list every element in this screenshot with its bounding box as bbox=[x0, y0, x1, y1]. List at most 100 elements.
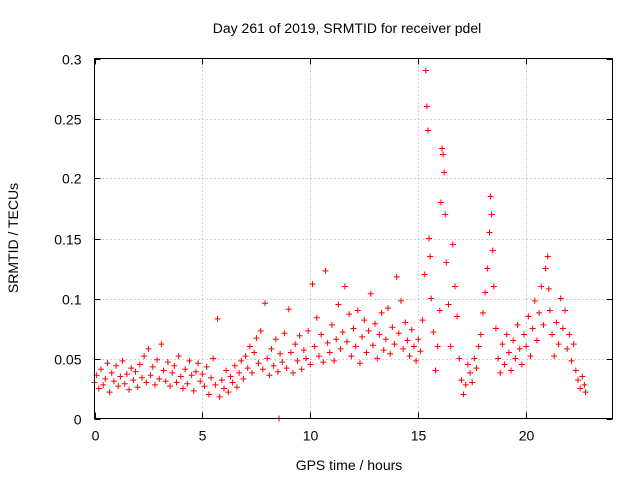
data-point bbox=[430, 329, 437, 336]
data-point bbox=[177, 373, 184, 380]
data-point bbox=[475, 343, 482, 350]
data-point bbox=[352, 343, 359, 350]
data-point bbox=[231, 362, 238, 369]
data-point bbox=[378, 309, 385, 316]
data-point bbox=[437, 199, 444, 206]
data-point bbox=[113, 362, 120, 369]
data-point bbox=[190, 387, 197, 394]
data-point bbox=[562, 307, 569, 314]
data-point bbox=[413, 357, 420, 364]
data-point bbox=[449, 241, 456, 248]
data-point bbox=[151, 381, 158, 388]
x-tick-label: 0 bbox=[92, 428, 100, 444]
data-point bbox=[555, 341, 562, 348]
data-point bbox=[216, 393, 223, 400]
data-point bbox=[277, 350, 284, 357]
data-point bbox=[344, 338, 351, 345]
data-point bbox=[484, 265, 491, 272]
data-point bbox=[577, 385, 584, 392]
data-point bbox=[212, 381, 219, 388]
data-points bbox=[91, 67, 589, 422]
data-point bbox=[328, 321, 335, 328]
data-point bbox=[257, 327, 264, 334]
data-point bbox=[568, 357, 575, 364]
data-point bbox=[499, 341, 506, 348]
data-point bbox=[171, 362, 178, 369]
data-point bbox=[197, 378, 204, 385]
data-point bbox=[292, 341, 299, 348]
data-point bbox=[313, 314, 320, 321]
data-point bbox=[331, 357, 338, 364]
data-point bbox=[367, 290, 374, 297]
data-point bbox=[385, 305, 392, 312]
y-tick-label: 0.05 bbox=[54, 352, 81, 368]
data-point bbox=[296, 332, 303, 339]
data-point bbox=[102, 375, 109, 382]
data-point bbox=[253, 335, 260, 342]
data-point bbox=[427, 253, 434, 260]
data-point bbox=[335, 301, 342, 308]
y-tick-label: 0.15 bbox=[54, 232, 81, 248]
y-axis-label: SRMTID / TECUs bbox=[5, 183, 21, 293]
data-point bbox=[348, 353, 355, 360]
data-point bbox=[195, 360, 202, 367]
data-point bbox=[443, 259, 450, 266]
data-point bbox=[523, 343, 530, 350]
data-point bbox=[318, 331, 325, 338]
data-point bbox=[480, 309, 486, 316]
data-point bbox=[110, 378, 117, 385]
data-point bbox=[117, 373, 124, 380]
data-point bbox=[341, 283, 348, 290]
data-point bbox=[582, 389, 589, 396]
data-point bbox=[227, 373, 234, 380]
data-point bbox=[551, 353, 558, 360]
data-point bbox=[372, 320, 379, 327]
data-point bbox=[440, 151, 447, 158]
x-tick-label: 10 bbox=[303, 428, 319, 444]
data-point bbox=[324, 339, 331, 346]
data-point bbox=[581, 381, 588, 388]
data-point bbox=[298, 366, 305, 373]
data-point bbox=[553, 319, 560, 326]
data-point bbox=[130, 377, 137, 384]
data-point bbox=[100, 381, 107, 388]
data-point bbox=[462, 381, 469, 388]
data-point bbox=[529, 325, 536, 332]
data-point bbox=[303, 355, 310, 362]
data-point bbox=[333, 336, 340, 343]
y-tick-label: 0.25 bbox=[54, 112, 81, 128]
data-point bbox=[510, 337, 517, 344]
data-point bbox=[473, 365, 480, 372]
data-point bbox=[464, 361, 471, 368]
data-point bbox=[182, 366, 189, 373]
data-point bbox=[486, 229, 493, 236]
data-point bbox=[149, 363, 156, 370]
data-point bbox=[426, 235, 433, 242]
y-tick-label: 0.2 bbox=[62, 171, 82, 187]
data-point bbox=[400, 345, 407, 352]
data-point bbox=[145, 345, 152, 352]
data-point bbox=[557, 295, 564, 302]
data-point bbox=[438, 145, 445, 152]
data-point bbox=[242, 353, 249, 360]
data-point bbox=[175, 353, 182, 360]
data-point bbox=[516, 345, 523, 352]
data-point bbox=[259, 366, 266, 373]
data-point bbox=[169, 369, 176, 376]
data-point bbox=[391, 341, 398, 348]
data-point bbox=[223, 367, 230, 374]
data-point bbox=[417, 348, 424, 355]
data-point bbox=[505, 349, 512, 356]
data-point bbox=[143, 379, 150, 386]
data-point bbox=[147, 372, 154, 379]
data-point bbox=[536, 309, 543, 316]
data-point bbox=[164, 359, 171, 366]
data-point bbox=[354, 307, 361, 314]
data-point bbox=[287, 349, 294, 356]
data-point bbox=[422, 67, 429, 74]
data-point bbox=[126, 386, 133, 393]
data-point bbox=[376, 331, 383, 338]
data-point bbox=[274, 368, 281, 375]
data-point bbox=[251, 349, 258, 356]
data-point bbox=[320, 359, 327, 366]
